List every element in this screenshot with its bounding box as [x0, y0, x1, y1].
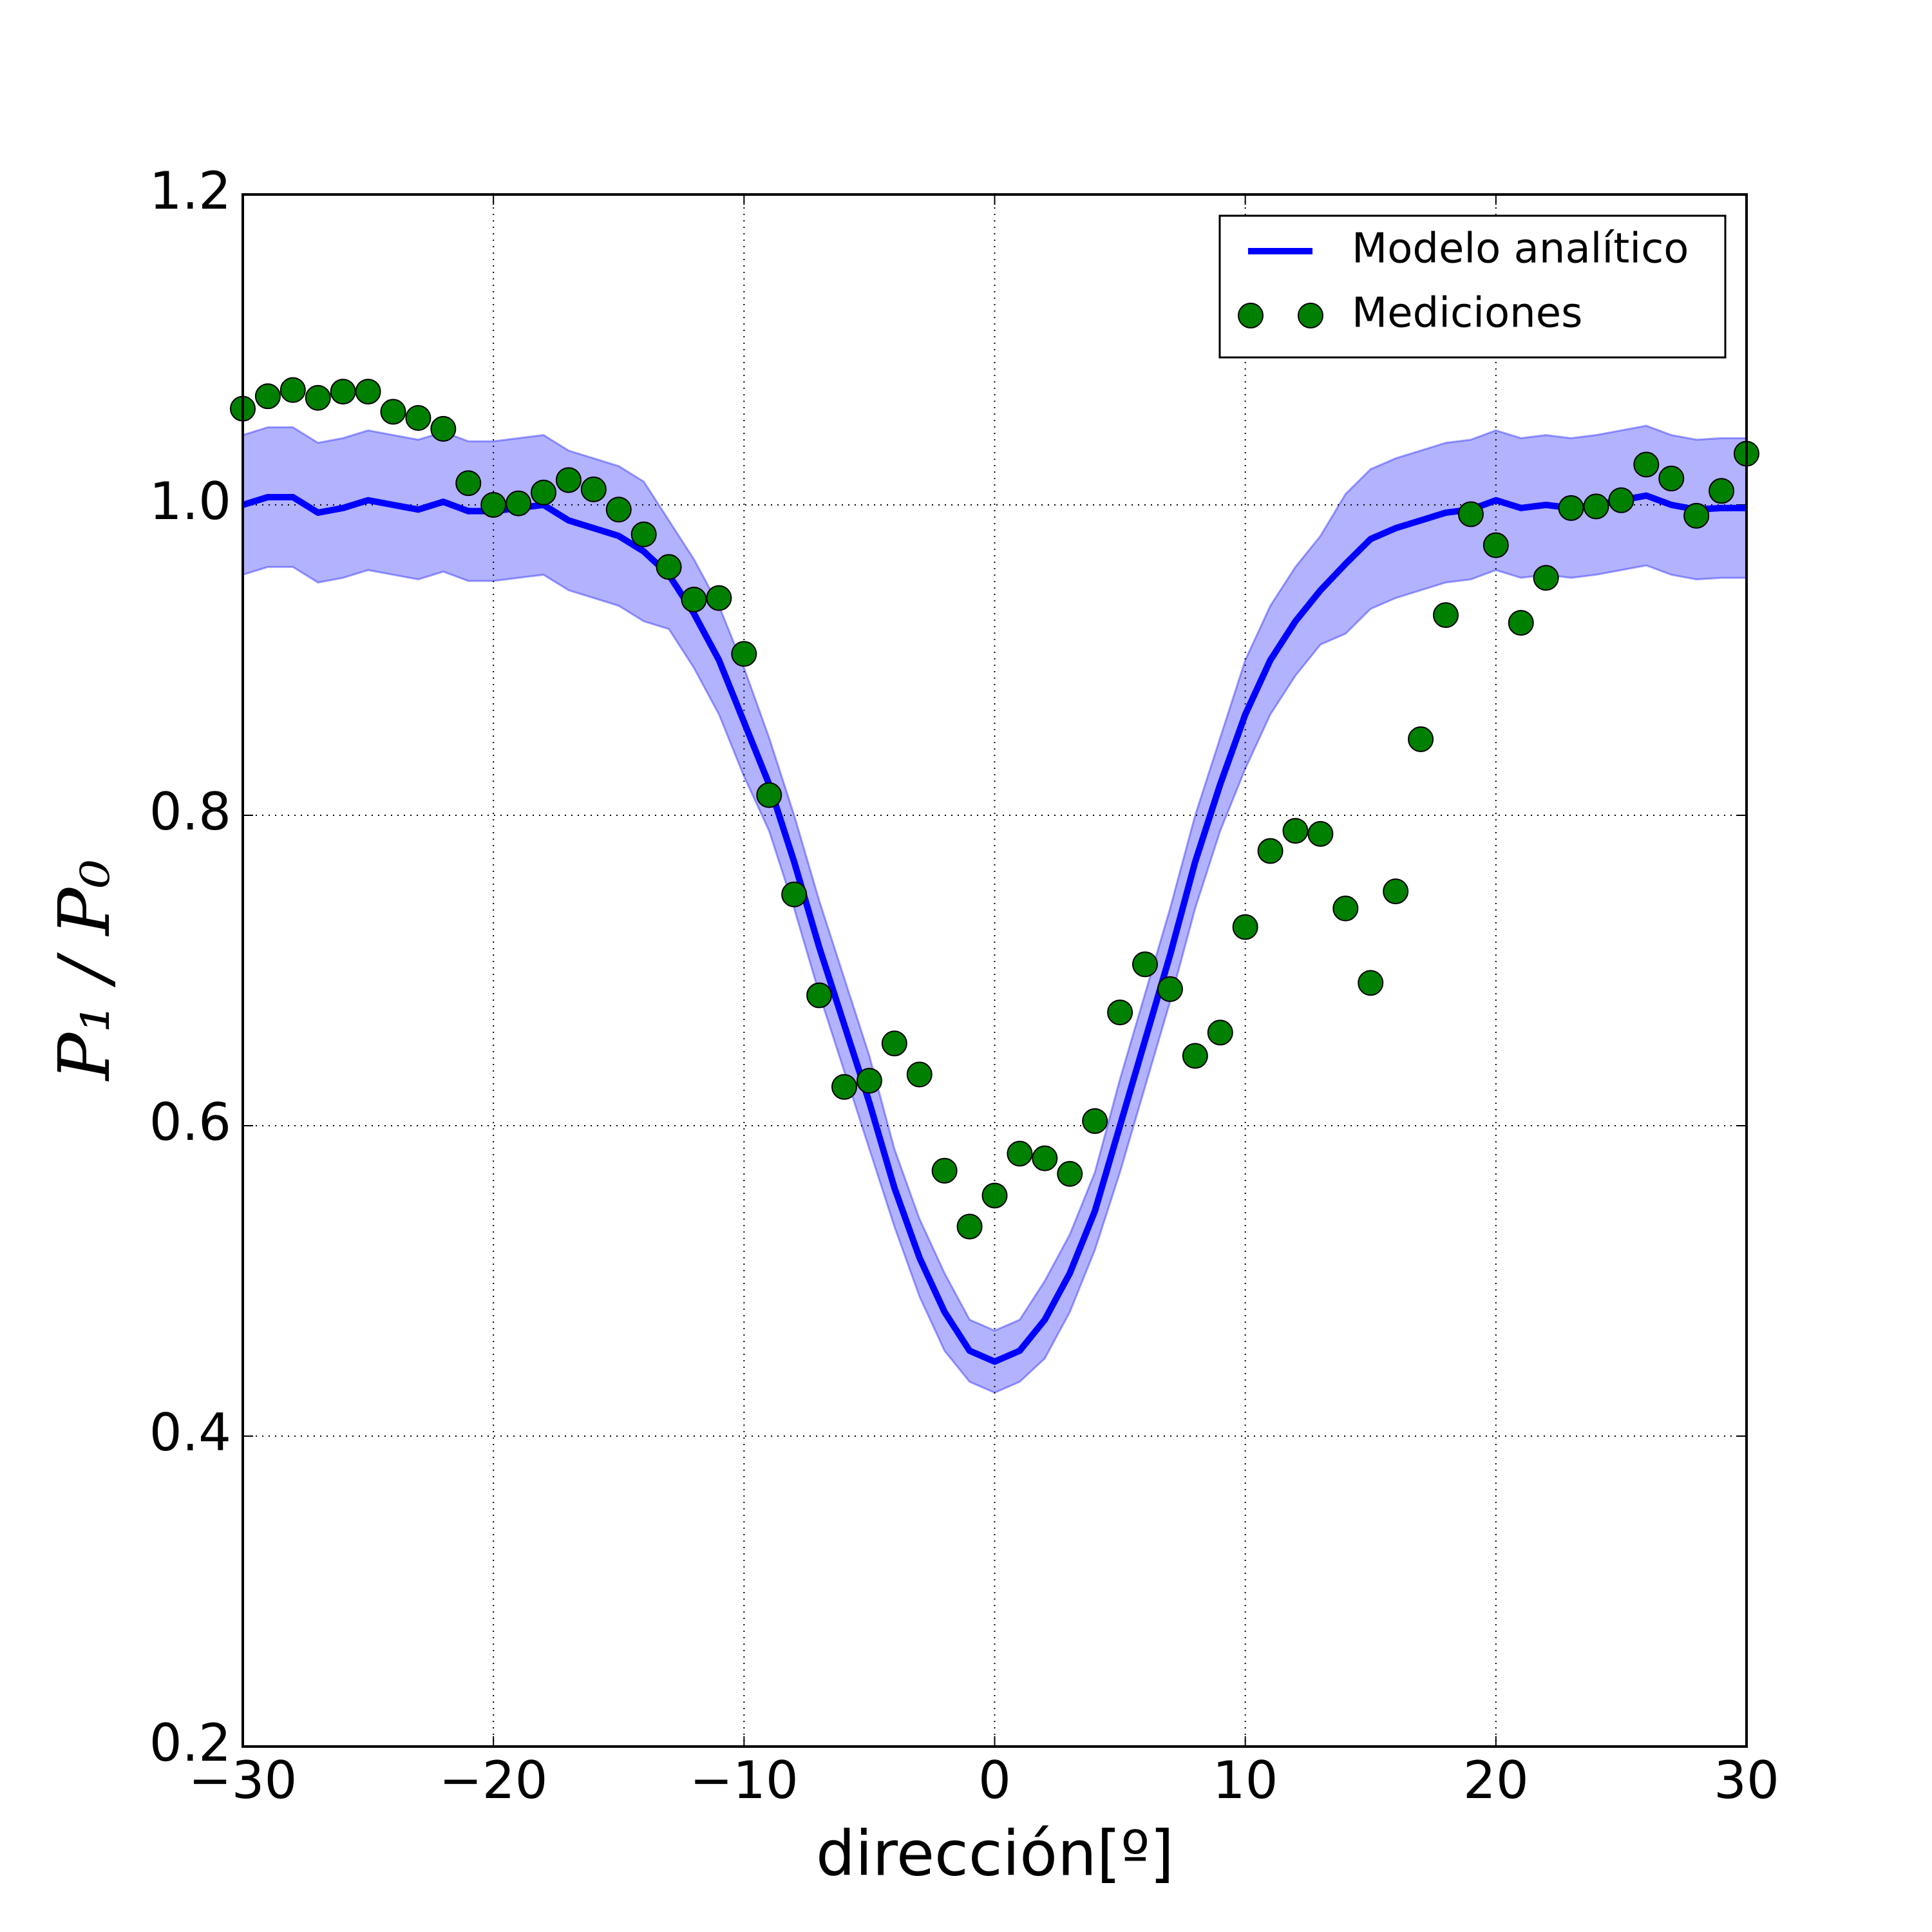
y-axis-label: P₁ / P₀: [43, 859, 126, 1081]
confidence-band: [242, 424, 1748, 1394]
legend-label: Modelo analítico: [1352, 225, 1689, 273]
data-point: [1232, 914, 1258, 940]
y-tick-label: 0.2: [149, 1713, 231, 1773]
x-tick-label: 10: [1213, 1750, 1278, 1810]
data-point: [1182, 1043, 1208, 1069]
x-tick-label: −10: [690, 1750, 799, 1810]
data-point: [1257, 838, 1283, 864]
data-point: [1107, 999, 1133, 1026]
data-point: [1207, 1019, 1233, 1046]
data-point: [1433, 602, 1459, 629]
data-point: [1157, 976, 1183, 1002]
data-point: [656, 554, 682, 580]
data-point: [1358, 970, 1384, 996]
data-point: [305, 384, 331, 411]
x-tick-label: 0: [978, 1750, 1011, 1810]
data-point: [831, 1074, 857, 1100]
y-tick-label: 1.0: [149, 471, 231, 531]
data-point: [1482, 532, 1509, 558]
data-point: [1608, 487, 1634, 513]
data-point: [1583, 493, 1609, 520]
data-point: [1082, 1108, 1108, 1134]
data-point: [1057, 1160, 1083, 1187]
y-tick-label: 1.2: [149, 161, 231, 221]
x-tick-label: −30: [189, 1750, 298, 1810]
data-point: [405, 405, 431, 431]
data-point: [1533, 565, 1559, 591]
legend-box: [1218, 214, 1727, 359]
data-point: [380, 399, 406, 425]
plot-frame: [242, 193, 1748, 1748]
data-point: [981, 1182, 1008, 1209]
y-tick-label: 0.4: [149, 1403, 231, 1463]
data-point: [630, 521, 657, 547]
data-point: [956, 1213, 983, 1240]
data-point: [1383, 878, 1409, 905]
data-point: [1709, 478, 1735, 504]
legend-marker: [1238, 303, 1264, 328]
data-point: [531, 479, 556, 506]
data-point: [806, 982, 833, 1009]
data-point: [906, 1061, 933, 1088]
data-point: [430, 415, 457, 442]
data-point: [1132, 951, 1158, 978]
data-point: [856, 1068, 882, 1094]
data-point: [555, 467, 582, 493]
x-tick-label: −20: [439, 1750, 548, 1810]
legend-label: Mediciones: [1352, 290, 1582, 337]
data-point: [881, 1030, 907, 1057]
x-tick-label: 30: [1714, 1750, 1779, 1810]
data-point: [605, 497, 632, 523]
data-point: [1282, 818, 1309, 844]
data-point: [931, 1157, 958, 1184]
data-point: [1558, 495, 1584, 521]
x-tick-label: 20: [1463, 1750, 1529, 1810]
data-point: [756, 782, 782, 808]
data-point: [1683, 502, 1710, 529]
data-point: [506, 490, 532, 516]
data-point: [330, 379, 356, 405]
data-point: [731, 641, 757, 667]
legend-marker: [1298, 303, 1323, 328]
data-point: [1633, 451, 1660, 478]
y-tick-label: 0.6: [149, 1092, 231, 1152]
data-point: [254, 383, 281, 410]
y-tick-label: 0.8: [149, 782, 231, 842]
data-point: [480, 492, 507, 518]
data-point: [1007, 1141, 1033, 1167]
data-point: [706, 585, 732, 611]
data-point: [1032, 1145, 1058, 1171]
data-point: [1408, 726, 1434, 752]
data-point: [1332, 895, 1359, 922]
data-point: [1658, 466, 1685, 492]
data-point: [279, 377, 306, 403]
data-point: [580, 476, 607, 502]
data-point: [1307, 820, 1334, 847]
data-point: [355, 379, 381, 405]
x-axis-label: dirección[º]: [816, 1817, 1174, 1889]
data-point: [681, 587, 707, 613]
data-point: [1508, 610, 1534, 636]
data-point: [455, 470, 482, 497]
data-point: [1457, 501, 1484, 527]
data-point: [781, 881, 808, 907]
